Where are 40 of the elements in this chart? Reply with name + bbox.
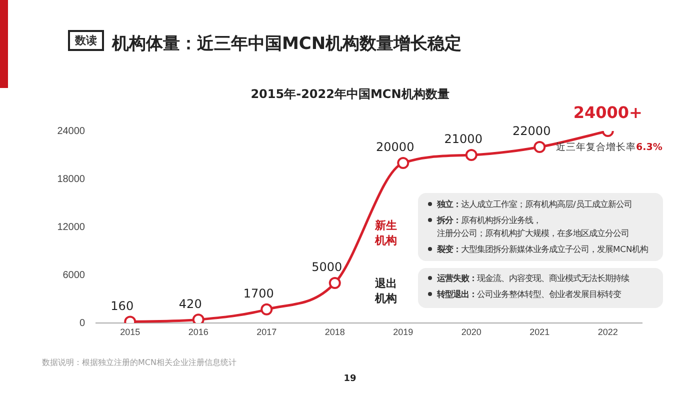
x-tick-label: 2018 [324, 326, 345, 337]
annotation: 拆分：原有机构拆分业务线，注册分公司；原有机构扩大规模，在多地区成立分公司 [436, 214, 630, 240]
point [260, 303, 273, 316]
x-tick-label: 2020 [461, 326, 482, 337]
x-tick-label: 2021 [530, 326, 550, 337]
y-tick-label: 24000 [57, 126, 86, 137]
data-label: 420 [178, 296, 202, 311]
text: 数据说明：根据独立注册的MCN相关企业注册信息统计 [42, 357, 238, 368]
point [328, 277, 341, 289]
y-tick-label: 6000 [62, 270, 86, 281]
x-tick-label: 2022 [598, 326, 618, 337]
point [534, 141, 546, 153]
data-label: 22000 [512, 124, 551, 138]
y-tick-label: 12000 [57, 222, 86, 233]
data-label: 24000+ [573, 103, 642, 122]
y-tick-label: 0 [79, 318, 86, 329]
annotation: 裂变：大型集团拆分新媒体业务成立子公司，发展MCN机构 [436, 243, 650, 256]
point [465, 149, 478, 161]
y-tick-label: 18000 [57, 174, 86, 185]
data-label: 1700 [243, 286, 274, 301]
data-label: 160 [110, 298, 134, 313]
x-tick-label: 2015 [120, 326, 140, 337]
x-tick-label: 2016 [188, 326, 208, 337]
chart-subtitle: 2015年-2022年中国MCN机构数量 [250, 86, 450, 103]
text: 数读 [68, 30, 104, 51]
data-label: 5000 [312, 260, 342, 274]
point [397, 157, 410, 169]
chart-title: 机构体量：近三年中国MCN机构数量增长稳定 [112, 33, 462, 55]
annotation: 运营失败：现金流、内容变现、商业模式无法长期持续 [436, 272, 630, 285]
annotation: 独立：达人成立工作室；原有机构高层/员工成立新公司 [436, 198, 633, 211]
data-label: 21000 [444, 132, 482, 146]
annotation: 退出机构 [375, 276, 398, 306]
annotation: 新生机构 [375, 218, 398, 248]
annotation: 近三年复合增长率6.3% [556, 141, 664, 154]
annotation: 转型退出：公司业务整体转型、创业者发展目标转变 [436, 288, 622, 301]
data-label: 20000 [376, 140, 414, 154]
x-tick-label: 2019 [393, 326, 414, 337]
point [192, 314, 204, 323]
text: 19 [342, 374, 358, 384]
x-tick-label: 2017 [256, 326, 277, 337]
